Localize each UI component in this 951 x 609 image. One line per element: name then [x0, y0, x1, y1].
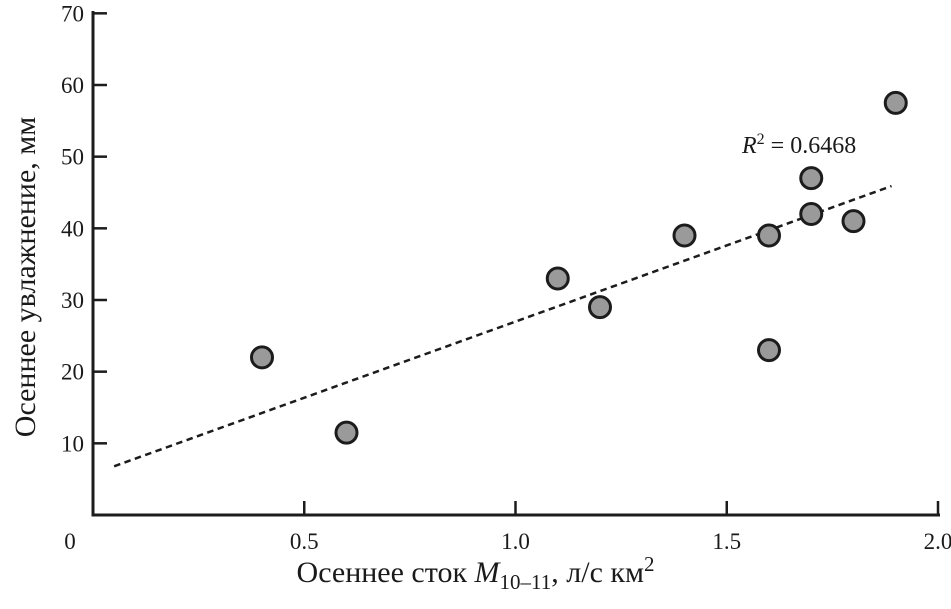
data-point — [757, 223, 781, 248]
x-tick-label: 1.5 — [712, 529, 741, 554]
y-tick-label: 30 — [61, 288, 84, 313]
r-squared-variable: R — [742, 133, 757, 159]
y-tick-label: 70 — [61, 1, 84, 26]
data-point — [799, 166, 824, 191]
x-axis-title-variable: M — [474, 556, 500, 589]
y-tick-label: 20 — [61, 360, 84, 385]
data-point — [757, 338, 781, 363]
data-point — [250, 345, 274, 370]
data-point — [841, 209, 866, 234]
x-axis-title: Осеннее сток M10–11, л/с км2 — [0, 554, 951, 593]
r-squared-annotation: R2 = 0.6468 — [742, 131, 857, 160]
x-tick-label: 0 — [64, 529, 76, 554]
r-squared-superscript: 2 — [756, 131, 765, 148]
data-point — [799, 201, 824, 226]
y-axis-title-text: Осеннее увлажнение, мм — [9, 116, 42, 438]
data-point — [545, 266, 570, 291]
trendline — [113, 184, 892, 468]
y-tick-label: 40 — [61, 216, 84, 241]
r-squared-value: = 0.6468 — [764, 133, 857, 159]
data-point — [588, 295, 612, 320]
x-tick-label: 1.0 — [501, 529, 530, 554]
x-axis-title-subscript: 10–11 — [499, 570, 552, 594]
data-point — [672, 223, 697, 248]
y-tick-label: 10 — [61, 431, 84, 456]
x-tick-label: 0.5 — [290, 529, 319, 554]
x-axis-title-text: Осеннее сток — [296, 556, 475, 589]
y-axis-title: Осеннее увлажнение, мм — [9, 117, 43, 437]
x-tick-label: 2.0 — [924, 529, 951, 554]
data-point — [883, 90, 908, 115]
x-axis-title-units: , л/с км — [551, 556, 644, 589]
y-tick-label: 60 — [61, 73, 84, 98]
x-axis-title-superscript: 2 — [643, 552, 655, 576]
y-tick-label: 50 — [61, 145, 84, 170]
data-point — [334, 420, 359, 445]
